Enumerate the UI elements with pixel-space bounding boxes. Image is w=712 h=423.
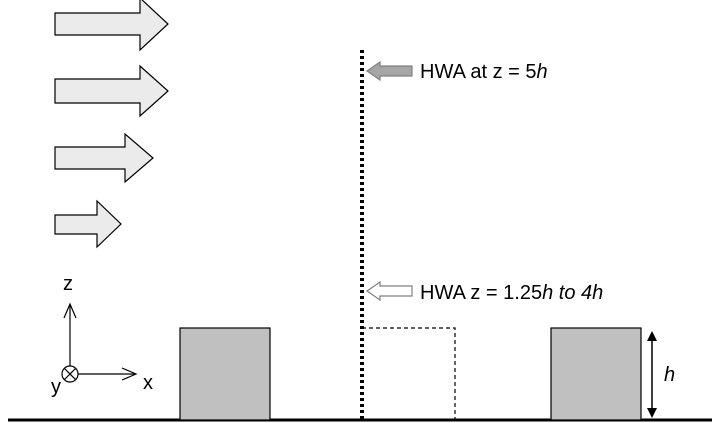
axis-label-z: z (63, 273, 73, 295)
probe-arrow-range (365, 280, 413, 302)
inflow-arrow-3 (54, 132, 154, 184)
axis-label-x: x (143, 372, 153, 394)
probe-arrow-top (365, 60, 413, 82)
axis-label-y: y (51, 376, 61, 398)
inflow-arrow-2 (54, 64, 169, 118)
label-hwa-range: HWA z = 1.25h to 4h (420, 282, 603, 304)
label-hwa-top: HWA at z = 5h (420, 61, 548, 83)
inflow-arrow-4 (54, 199, 122, 249)
label-height: h (664, 364, 675, 386)
inflow-arrow-1 (54, 0, 169, 52)
height-dimension-arrow (647, 331, 657, 418)
coordinate-axes (61, 302, 138, 383)
block-right (550, 327, 642, 421)
block-left (179, 327, 271, 421)
block-dashed-outline (362, 327, 456, 420)
